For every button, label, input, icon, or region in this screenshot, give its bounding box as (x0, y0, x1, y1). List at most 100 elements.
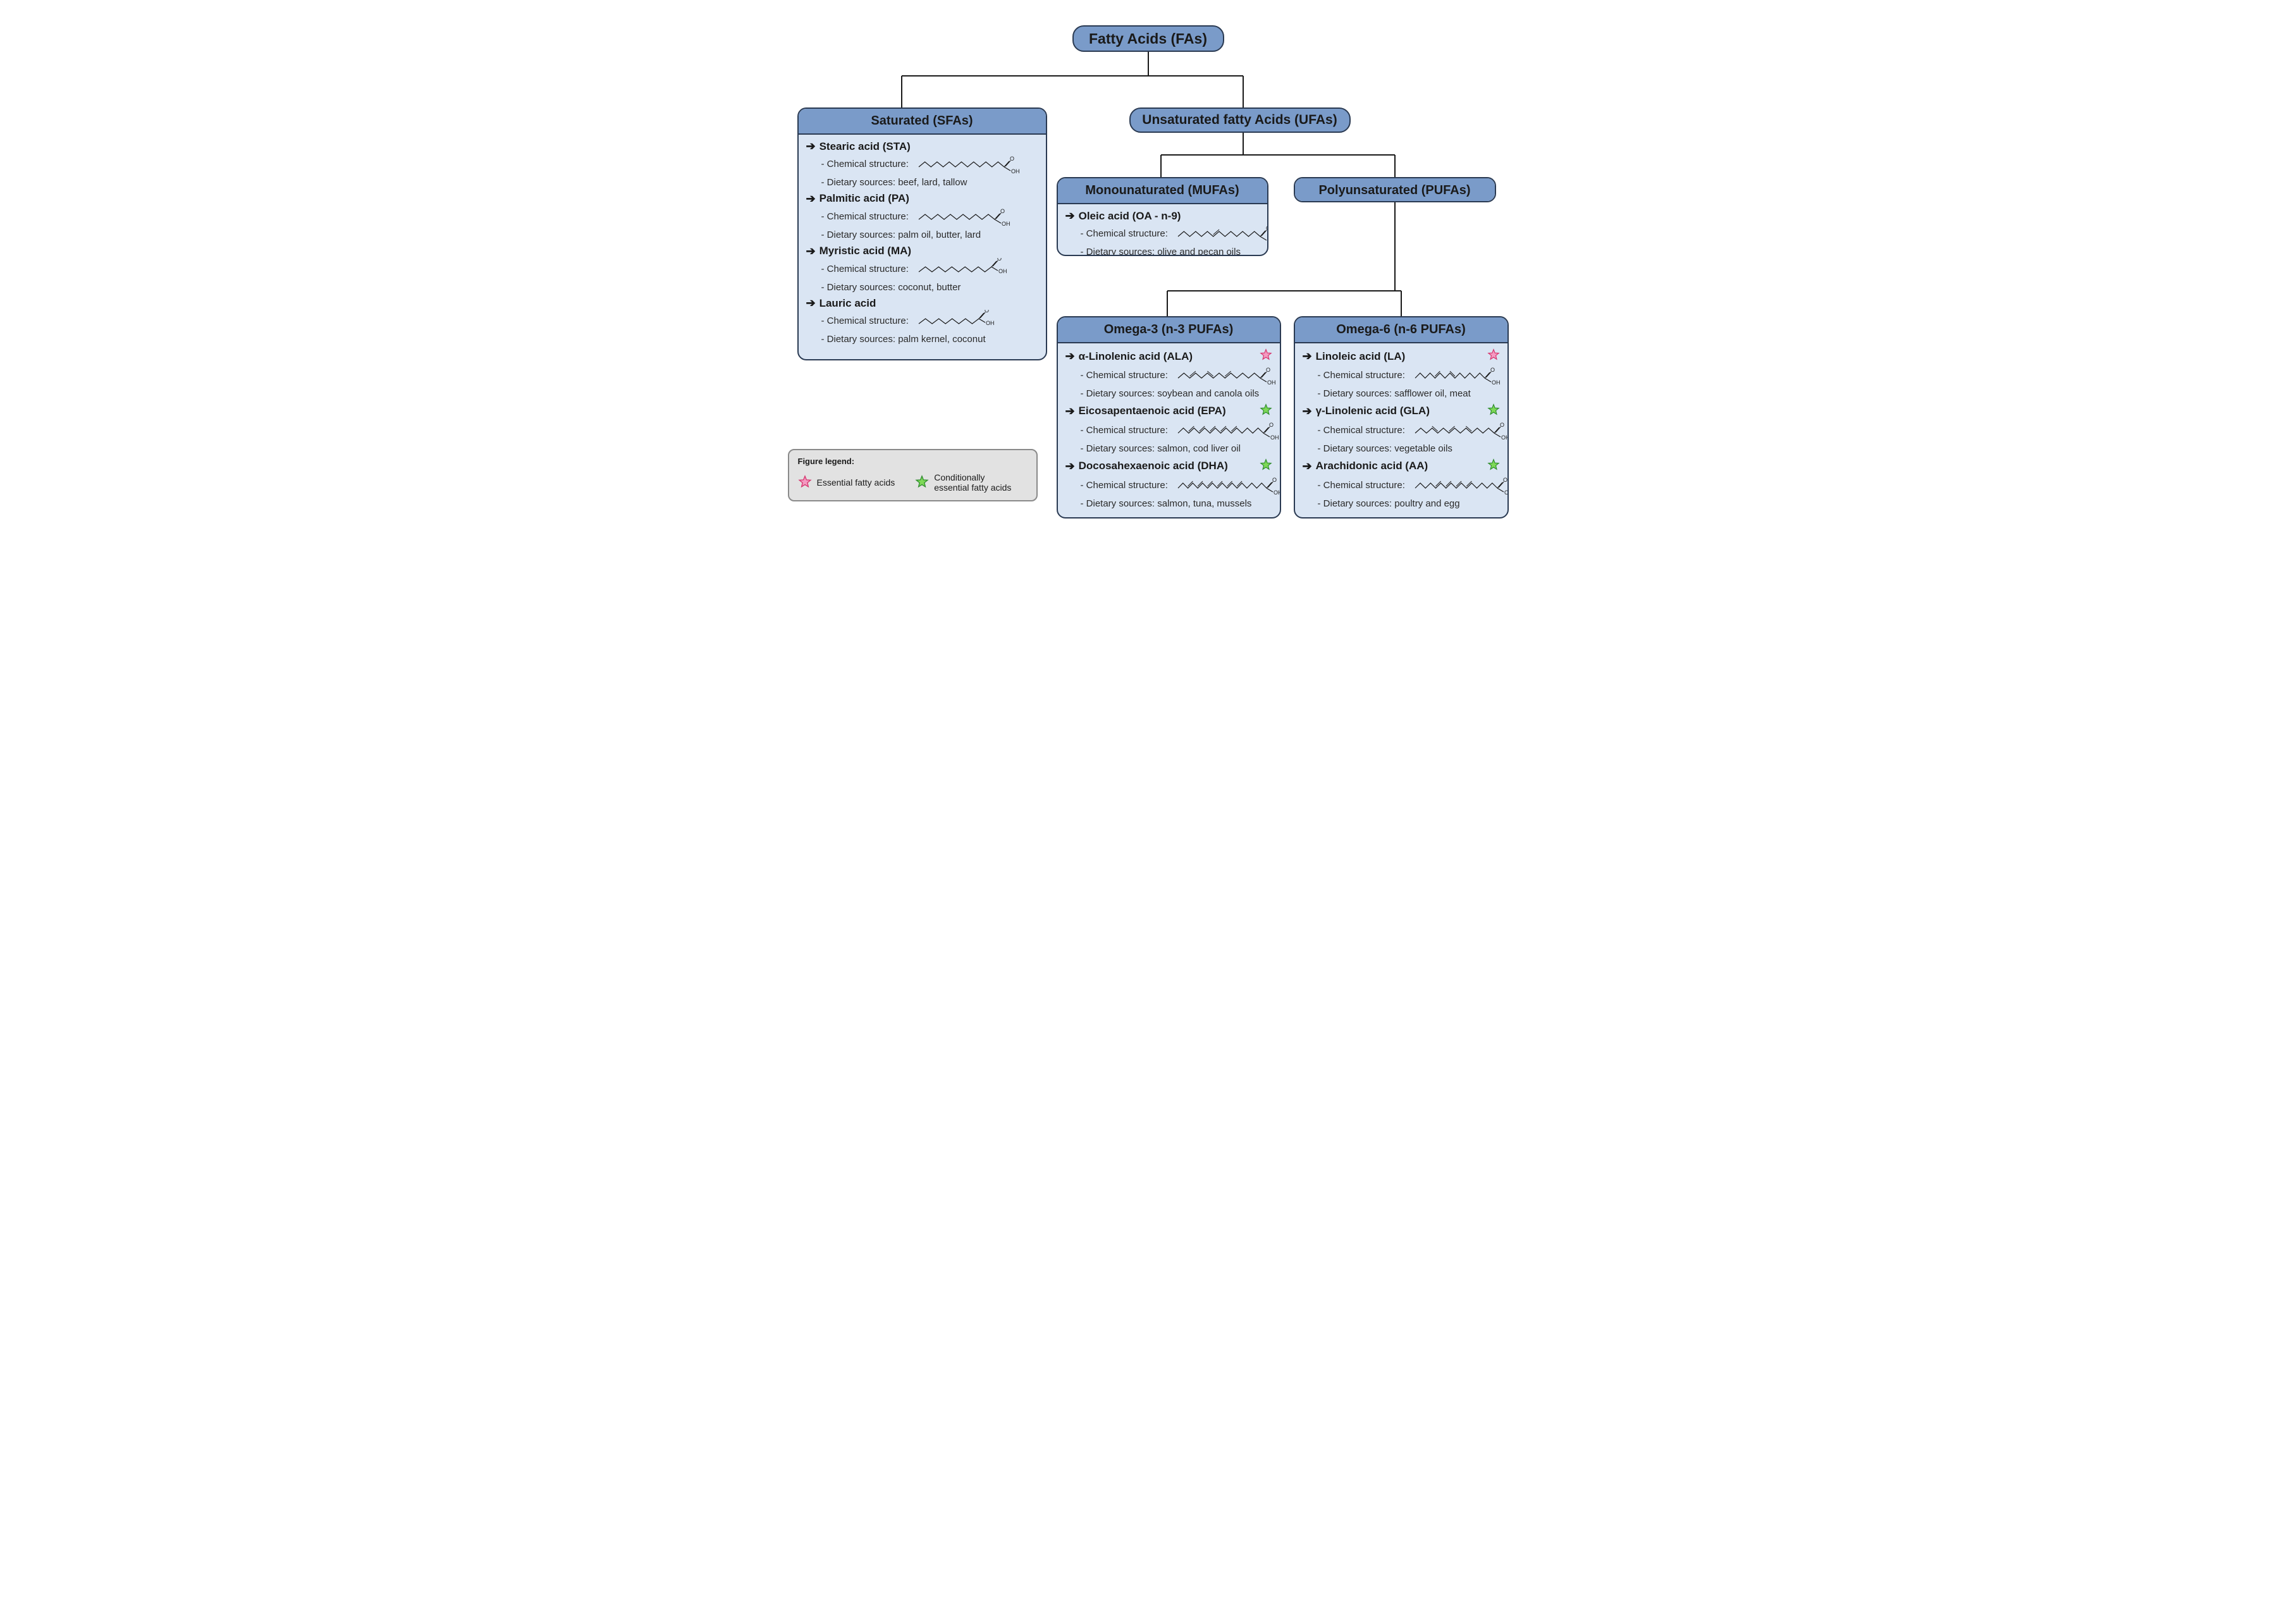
item-title: ➔ γ-Linolenic acid (GLA) (1303, 403, 1500, 419)
item-sources: - Dietary sources: salmon, cod liver oil (1081, 442, 1272, 456)
item-sources: - Dietary sources: palm kernel, coconut (821, 333, 1038, 347)
figure-legend: Figure legend: Essential fatty acids Con… (788, 449, 1038, 501)
item-title: ➔Palmitic acid (PA) (806, 192, 1038, 205)
omega6-header: Omega-6 (n-6 PUFAs) (1295, 317, 1507, 343)
item-name: α-Linolenic acid (ALA) (1079, 350, 1193, 363)
chem-structure-icon: O OH (1176, 474, 1280, 497)
pufa-panel: Polyunsaturated (PUFAs) (1294, 177, 1496, 202)
svg-text:O: O (997, 258, 1002, 262)
arrow-icon: ➔ (1065, 209, 1075, 223)
item-title: ➔α-Linolenic acid (ALA) (1065, 348, 1272, 364)
item-title: ➔Docosahexaenoic acid (DHA) (1065, 458, 1272, 474)
item-structure: - Chemical structure: O OH (821, 258, 1038, 281)
svg-text:OH: OH (1501, 434, 1508, 441)
star-icon (1260, 348, 1272, 361)
sfa-header: Saturated (SFAs) (799, 109, 1046, 135)
item-title: ➔ Eicosapentaenoic acid (EPA) (1065, 403, 1272, 419)
omega3-body: ➔α-Linolenic acid (ALA) - Chemical struc… (1058, 343, 1280, 518)
sfa-panel: Saturated (SFAs) ➔Stearic acid (STA)- Ch… (797, 107, 1047, 360)
svg-text:OH: OH (1504, 489, 1508, 496)
svg-text:O: O (1266, 225, 1268, 231)
essential-star-icon (1260, 348, 1272, 364)
chem-structure-icon: O OH (916, 310, 999, 333)
svg-text:O: O (1010, 156, 1014, 162)
essential-star-icon (1487, 348, 1500, 364)
chem-structure-icon: O OH (1413, 419, 1508, 442)
omega6-panel: Omega-6 (n-6 PUFAs) ➔ Linoleic acid (LA) … (1294, 316, 1509, 518)
list-item: ➔Docosahexaenoic acid (DHA) - Chemical s… (1065, 458, 1272, 511)
svg-text:O: O (1503, 477, 1507, 483)
svg-text:O: O (1000, 208, 1005, 214)
star-icon (798, 475, 812, 489)
omega6-body: ➔ Linoleic acid (LA) - Chemical structure… (1295, 343, 1507, 518)
list-item: ➔ Arachidonic acid (AA) - Chemical struct… (1303, 458, 1500, 511)
chem-structure-icon: O OH (1176, 419, 1280, 442)
fatty-acids-diagram: Fatty Acids (FAs) Unsaturated fatty Acid… (775, 19, 1521, 544)
svg-text:OH: OH (1267, 238, 1268, 244)
item-name: Stearic acid (STA) (820, 140, 911, 153)
conditional-star-icon (1260, 458, 1272, 474)
mufa-header: Monounaturated (MUFAs) (1058, 178, 1267, 204)
arrow-icon: ➔ (806, 140, 816, 153)
item-name: Linoleic acid (LA) (1316, 350, 1406, 363)
list-item: ➔Lauric acid- Chemical structure: O OH -… (806, 297, 1038, 347)
omega3-header: Omega-3 (n-3 PUFAs) (1058, 317, 1280, 343)
chem-structure-icon: O OH (1176, 223, 1268, 245)
svg-text:OH: OH (1270, 434, 1279, 441)
svg-text:O: O (1272, 477, 1277, 483)
svg-text:OH: OH (1002, 221, 1010, 227)
item-structure: - Chemical structure: O OH (1318, 474, 1500, 497)
conditional-star-icon (1487, 458, 1500, 474)
item-sources: - Dietary sources: salmon, tuna, mussels (1081, 497, 1272, 511)
chem-structure-icon: O OH (916, 205, 1015, 228)
mufa-body: ➔Oleic acid (OA - n-9)- Chemical structu… (1058, 204, 1267, 256)
list-item: ➔Eicosapentaenoic acid (EPA) - Chemical … (1065, 403, 1272, 456)
star-icon (915, 475, 929, 489)
conditional-star-icon (1487, 403, 1500, 419)
svg-text:O: O (1269, 422, 1274, 428)
arrow-icon: ➔ (1303, 460, 1312, 473)
item-title: ➔ Stearic acid (STA) (806, 140, 1038, 153)
item-name: Eicosapentaenoic acid (EPA) (1079, 405, 1226, 417)
star-icon (1487, 458, 1500, 471)
chem-structure-icon: O OH (1413, 474, 1508, 497)
legend-row: Essential fatty acids Conditionally esse… (798, 472, 1028, 493)
arrow-icon: ➔ (1303, 405, 1312, 418)
item-title: ➔ Arachidonic acid (AA) (1303, 458, 1500, 474)
star-icon (1260, 458, 1272, 471)
item-sources: - Dietary sources: soybean and canola oi… (1081, 387, 1272, 401)
omega3-panel: Omega-3 (n-3 PUFAs) ➔α-Linolenic acid (A… (1057, 316, 1281, 518)
item-structure: - Chemical structure: O OH (821, 205, 1038, 228)
list-item: ➔ Linoleic acid (LA) - Chemical structure… (1303, 348, 1500, 401)
item-structure: - Chemical structure: O OH (1318, 364, 1500, 387)
item-name: Docosahexaenoic acid (DHA) (1079, 460, 1228, 472)
list-item: ➔γ-Linolenic acid (GLA) - Chemical struc… (1303, 403, 1500, 456)
item-structure: - Chemical structure: O OH (1081, 364, 1272, 387)
arrow-icon: ➔ (806, 192, 816, 205)
chem-structure-icon: O OH (916, 258, 1012, 281)
mufa-panel: Monounaturated (MUFAs) ➔Oleic acid (OA -… (1057, 177, 1268, 256)
legend-conditional: Conditionally essential fatty acids (934, 472, 1011, 493)
chem-structure-icon: O OH (1176, 364, 1280, 387)
item-sources: - Dietary sources: safflower oil, meat (1318, 387, 1500, 401)
svg-text:O: O (1490, 367, 1495, 373)
arrow-icon: ➔ (1303, 350, 1312, 363)
item-name: Arachidonic acid (AA) (1316, 460, 1428, 472)
star-icon (1487, 403, 1500, 416)
item-sources: - Dietary sources: palm oil, butter, lar… (821, 228, 1038, 242)
arrow-icon: ➔ (806, 297, 816, 310)
svg-text:OH: OH (998, 268, 1007, 274)
item-name: γ-Linolenic acid (GLA) (1316, 405, 1430, 417)
list-item: ➔α-Linolenic acid (ALA) - Chemical struc… (1065, 348, 1272, 401)
chem-structure-icon: O OH (916, 153, 1024, 176)
legend-star-pink (798, 475, 812, 491)
root-node: Fatty Acids (FAs) (1072, 25, 1224, 52)
item-structure: - Chemical structure: O OH (821, 153, 1038, 176)
arrow-icon: ➔ (1065, 405, 1075, 418)
star-icon (1487, 348, 1500, 361)
svg-text:O: O (985, 310, 989, 314)
item-sources: - Dietary sources: olive and pecan oils (1081, 245, 1260, 256)
item-sources: - Dietary sources: poultry and egg (1318, 497, 1500, 511)
pufa-header: Polyunsaturated (PUFAs) (1295, 178, 1495, 202)
item-sources: - Dietary sources: beef, lard, tallow (821, 176, 1038, 190)
